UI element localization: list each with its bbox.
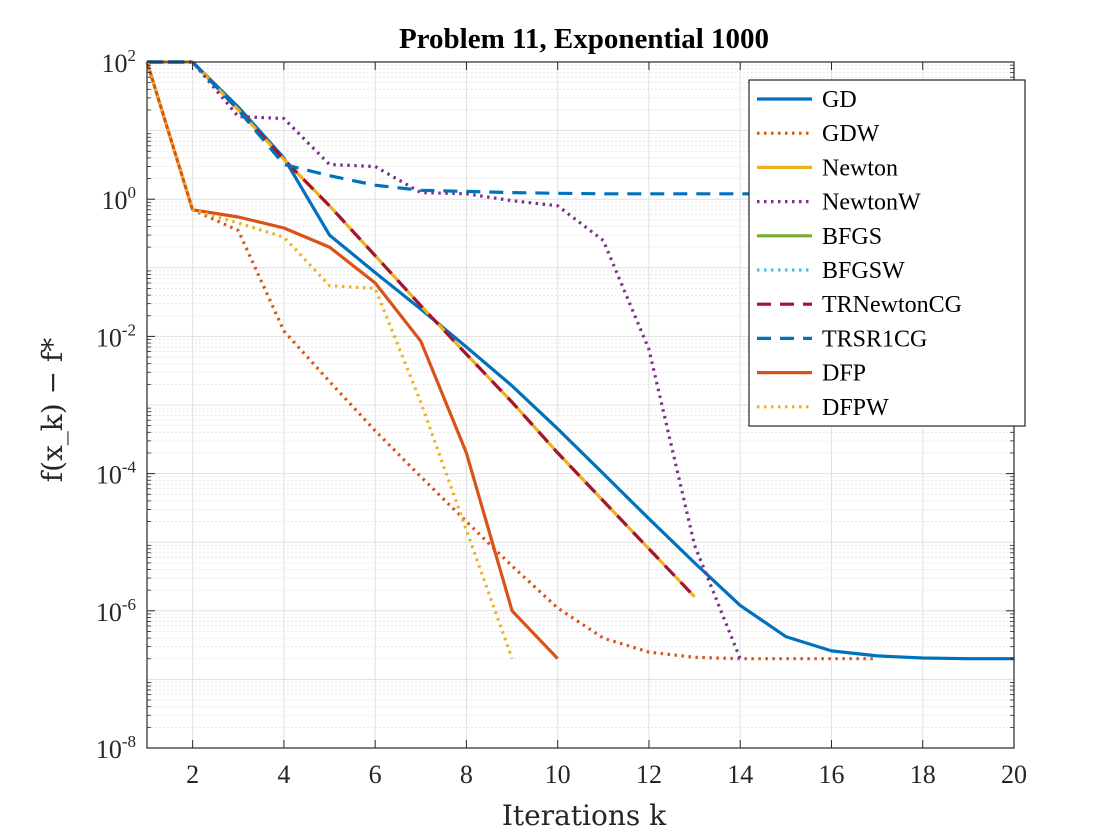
chart-title: Problem 11, Exponential 1000 [399, 23, 769, 55]
series-line-trsr1cg [147, 60, 786, 196]
legend-label: NewtonW [822, 190, 921, 216]
legend-item-bfgsw: BFGSW [757, 258, 905, 284]
series-line-newton [147, 60, 696, 598]
y-tick-label: 10-4 [96, 458, 137, 490]
x-tick-label: 2 [186, 760, 199, 789]
series-line-dfp [145, 61, 559, 660]
legend-label: GDW [822, 121, 880, 147]
x-tick-label: 16 [818, 760, 844, 789]
x-tick-label: 20 [1001, 760, 1027, 789]
x-tick-label: 14 [727, 760, 753, 789]
y-axis-label: f(x_k) − f* [36, 338, 69, 483]
y-tick-label: 102 [102, 46, 137, 78]
y-tick-label: 100 [102, 183, 137, 215]
legend-label: TRNewtonCG [822, 292, 962, 318]
legend: GD GDW Newton NewtonW BFGS BFGSW TRNewtonCG TRS… [748, 79, 1026, 427]
y-tick-label: 10-6 [96, 595, 136, 627]
series-line-gd [147, 60, 1014, 661]
x-tick-label: 12 [636, 760, 662, 789]
legend-item-dfpw: DFPW [757, 395, 889, 421]
series-lines [145, 60, 1014, 661]
legend-label: Newton [822, 155, 898, 181]
axis-tick-labels: 2 4 6 8 10 12 14 16 18 20 102 100 10-2 10-4 10-6 10-8 [96, 46, 1027, 789]
legend-label: GD [822, 87, 857, 113]
legend-item-gd: GD [757, 87, 857, 113]
x-tick-label: 10 [545, 760, 571, 789]
x-tick-label: 6 [369, 760, 382, 789]
x-tick-label: 8 [460, 760, 473, 789]
x-tick-label: 18 [910, 760, 936, 789]
legend-item-dfp: DFP [757, 361, 866, 387]
y-tick-label: 10-8 [96, 732, 136, 764]
series-line-dfpw [145, 61, 514, 660]
series-line-trnewtoncg [147, 60, 696, 598]
legend-label: BFGSW [822, 258, 905, 284]
x-tick-label: 4 [277, 760, 290, 789]
x-axis-label: Iterations k [502, 799, 667, 832]
legend-item-newton: Newton [757, 155, 898, 181]
legend-label: BFGS [822, 224, 882, 250]
legend-item-trsr1cg: TRSR1CG [757, 326, 927, 352]
legend-item-trnewtoncg: TRNewtonCG [757, 292, 962, 318]
legend-item-newtonw: NewtonW [757, 190, 921, 216]
legend-label: DFP [822, 361, 866, 387]
legend-box [748, 79, 1026, 427]
legend-item-gdw: GDW [757, 121, 880, 147]
legend-item-bfgs: BFGS [757, 224, 882, 250]
legend-label: TRSR1CG [822, 326, 927, 352]
legend-label: DFPW [822, 395, 889, 421]
y-tick-label: 10-2 [96, 320, 136, 352]
